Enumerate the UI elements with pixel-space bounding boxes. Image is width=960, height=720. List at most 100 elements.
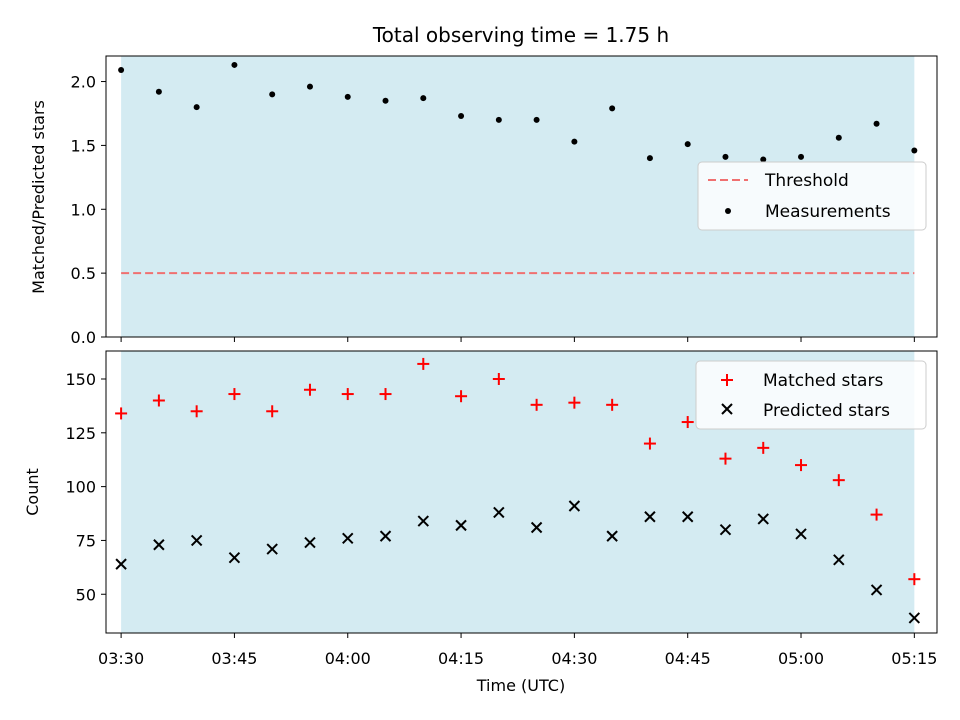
matched-star-point [606, 398, 619, 411]
measurement-point [760, 156, 767, 163]
bottom-ytick-label: 125 [65, 424, 96, 443]
top-legend: Threshold Measurements [697, 161, 927, 231]
bottom-ytick-label: 75 [76, 531, 96, 550]
predicted-star-point [379, 530, 392, 542]
top-ytick-label: 1.5 [71, 136, 96, 155]
measurement-point [344, 93, 351, 100]
legend-threshold-label: Threshold [764, 171, 849, 191]
measurement-point [458, 113, 465, 120]
measurement-point [873, 120, 880, 127]
matched-star-point [303, 383, 316, 396]
measurement-point [495, 116, 502, 123]
matched-star-point [417, 357, 430, 370]
measurement-point [533, 116, 540, 123]
top-ytick-label: 0.5 [71, 264, 96, 283]
legend-matched-swatch [721, 374, 733, 386]
predicted-star-point [908, 612, 921, 624]
matched-star-point [719, 452, 732, 465]
measurement-point [118, 67, 125, 74]
predicted-star-point [530, 521, 543, 534]
matched-star-point [530, 398, 543, 411]
measurement-point [269, 91, 276, 98]
bottom-legend-box [695, 360, 927, 430]
predicted-star-point [190, 534, 203, 547]
matched-star-point [492, 372, 505, 385]
bottom-panel-frame [105, 350, 938, 634]
predicted-star-point [870, 584, 883, 596]
predicted-star-point [795, 528, 807, 540]
predicted-star-point [493, 506, 505, 519]
matched-star-point [115, 407, 128, 420]
measurement-point [420, 95, 427, 102]
matched-star-point [228, 388, 241, 401]
matched-star-point [908, 573, 921, 586]
top-ytick-label: 2.0 [71, 73, 96, 92]
measurement-point [193, 104, 200, 111]
predicted-star-point [757, 513, 769, 525]
x-axis-label: Time (UTC) [476, 676, 565, 695]
top-panel-marks [118, 61, 918, 275]
predicted-star-point [719, 523, 732, 536]
measurement-point [382, 97, 389, 104]
bottom-x-axis: 03:30 03:45 04:00 04:15 04:30 04:45 05:00 05:15 [98, 633, 937, 668]
predicted-star-point [417, 515, 429, 527]
matched-star-point [870, 508, 883, 521]
predicted-star-point [606, 530, 618, 542]
xtick-label: 03:45 [211, 649, 257, 668]
predicted-star-point [266, 543, 278, 555]
measurement-point [155, 88, 162, 95]
matched-star-point [795, 459, 808, 472]
bottom-panel-marks [115, 357, 921, 624]
xtick-label: 03:30 [98, 649, 144, 668]
matched-star-point [681, 416, 694, 429]
top-panel: 0.00.51.01.52.0 Matched/Predicted stars … [29, 55, 938, 347]
xtick-label: 04:45 [665, 649, 711, 668]
top-ytick-label: 1.0 [71, 200, 96, 219]
top-x-ticks [120, 337, 915, 342]
bottom-legend: Matched stars Predicted stars [695, 360, 927, 430]
top-legend-box [697, 161, 927, 231]
predicted-star-point [568, 500, 581, 512]
matched-star-point [643, 437, 656, 450]
bottom-ytick-label: 50 [76, 585, 96, 604]
matched-star-point [757, 441, 770, 454]
matched-star-point [568, 396, 581, 409]
measurement-point [306, 83, 313, 90]
matched-star-point [266, 405, 279, 418]
measurement-point [571, 138, 578, 145]
legend-measurements-swatch [725, 208, 731, 214]
bottom-ytick-label: 100 [65, 478, 96, 497]
measurement-point [684, 141, 691, 148]
xtick-label: 04:00 [325, 649, 371, 668]
top-y-axis: 0.0 0.5 1.0 1.5 2.0 [71, 73, 106, 347]
legend-predicted-label: Predicted stars [763, 401, 890, 421]
measurement-point [609, 105, 616, 112]
legend-measurements-label: Measurements [765, 202, 891, 222]
measurement-point [722, 153, 729, 160]
matched-star-point [341, 388, 354, 401]
top-ytick-label: 0.0 [71, 328, 96, 347]
predicted-star-point [833, 554, 845, 566]
measurement-point [231, 61, 238, 68]
xtick-label: 05:00 [778, 649, 824, 668]
chart-title: Total observing time = 1.75 h [372, 23, 669, 47]
predicted-star-point [304, 536, 316, 549]
measurement-point [835, 134, 842, 141]
bottom-y-axis-label: Count [23, 468, 42, 516]
predicted-star-point [455, 519, 467, 532]
bottom-y-axis: 50 75 100 125 150 [65, 370, 106, 604]
xtick-label: 04:30 [551, 649, 597, 668]
predicted-star-point [153, 539, 165, 551]
predicted-star-point [681, 511, 694, 523]
matched-star-point [832, 474, 845, 487]
measurement-point [646, 155, 653, 162]
matched-star-point [152, 394, 165, 407]
matched-star-point [379, 388, 392, 401]
xtick-label: 04:15 [438, 649, 484, 668]
measurement-point [911, 147, 918, 154]
matched-star-point [190, 405, 203, 418]
predicted-star-point [115, 558, 127, 570]
legend-matched-label: Matched stars [763, 371, 883, 391]
